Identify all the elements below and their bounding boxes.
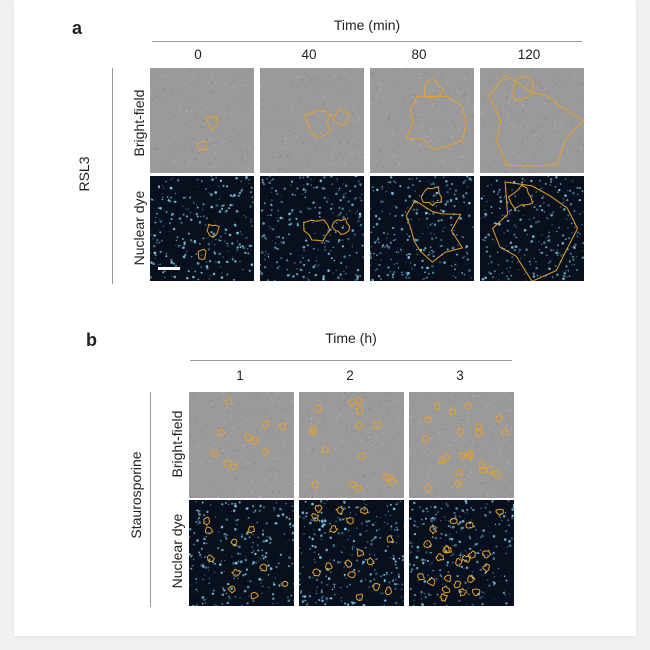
panel-a-tile-brightfield-3 [480,68,584,173]
panel-a-row-brightfield: Bright-field [131,89,147,157]
panel-b-column-2: 3 [456,368,464,383]
panel-b-row-brightfield: Bright-field [169,410,185,478]
panel-a-column-2: 80 [411,47,427,62]
panel-a-tile-nuclear-0 [150,176,254,281]
panel-b-tile-brightfield-2 [409,392,514,498]
panel-b-row-nuclear: Nuclear dye [169,513,185,589]
panel-a-time-label: Time (min) [333,17,401,33]
panel-a-tile-nuclear-2 [370,176,474,281]
panel-a-column-0: 0 [194,47,202,62]
panel-b-tile-nuclear-0 [189,500,294,606]
panel-a-letter: a [72,18,83,38]
panel-b-tile-nuclear-2 [409,500,514,606]
panel-a-tile-brightfield-1 [260,68,364,173]
scale-bar [158,267,180,270]
panel-b-row-axis-line [150,392,151,607]
panel-b-letter: b [86,330,97,350]
panel-a-tile-nuclear-1 [260,176,364,281]
panel-b-column-1: 2 [346,368,354,383]
panel-a-time-axis-line [152,41,582,42]
panel-b-time-axis-line [190,360,512,361]
panel-a-row-axis-line [112,68,113,284]
panel-b-time-label: Time (h) [325,330,377,346]
panel-a-tile-brightfield-0 [150,68,254,173]
panel-a-column-1: 40 [301,47,317,62]
panel-b-tile-nuclear-1 [299,500,404,606]
panel-a-tile-brightfield-2 [370,68,474,173]
panel-a-row-nuclear: Nuclear dye [131,190,147,266]
panel-a-tile-nuclear-3 [480,176,584,281]
panel-a-column-3: 120 [517,47,541,62]
panel-b-tile-brightfield-1 [299,392,404,498]
panel-b-treatment-label: Staurosporine [128,451,144,539]
panel-a-treatment-label: RSL3 [76,156,92,192]
panel-b-tile-brightfield-0 [189,392,294,498]
panel-b-column-0: 1 [236,368,244,383]
